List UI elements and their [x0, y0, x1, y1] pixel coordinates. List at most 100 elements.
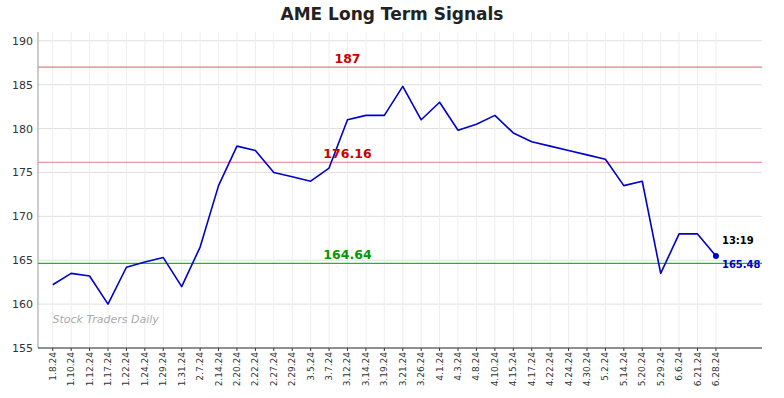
x-tick-label: 3.19.24: [379, 352, 389, 387]
x-tick: [273, 348, 274, 351]
title: AME Long Term Signals: [281, 4, 504, 24]
x-tick-label: 1.29.24: [158, 352, 168, 387]
x-grid-line: [568, 32, 569, 348]
y-grid-line: [38, 260, 762, 261]
x-grid-line: [181, 32, 182, 348]
x-tick: [642, 348, 643, 351]
x-grid-line: [660, 32, 661, 348]
x-grid-line: [89, 32, 90, 348]
y-tick-label: 160: [12, 298, 33, 311]
x-tick-label: 6.6.24: [674, 352, 684, 381]
chart: AME Long Term Signals1551601651701751801…: [0, 0, 784, 398]
x-tick-label: 3.21.24: [398, 352, 408, 387]
x-grid-line: [108, 32, 109, 348]
x-grid-line: [623, 32, 624, 348]
x-grid-line: [163, 32, 164, 348]
x-tick-label: 1.31.24: [177, 352, 187, 387]
x-grid-line: [513, 32, 514, 348]
x-tick-label: 2.7.24: [195, 352, 205, 381]
signal-line: [38, 162, 762, 163]
x-tick-label: 4.30.24: [582, 352, 592, 387]
x-grid-line: [236, 32, 237, 348]
x-tick-label: 1.8.24: [48, 352, 58, 381]
x-tick-label: 1.22.24: [121, 352, 131, 387]
x-tick: [310, 348, 311, 351]
x-tick: [292, 348, 293, 351]
x-tick-label: 4.24.24: [564, 352, 574, 387]
x-tick: [660, 348, 661, 351]
y-grid-line: [38, 216, 762, 217]
x-tick-label: 4.15.24: [508, 352, 518, 387]
x-tick: [568, 348, 569, 351]
watermark: Stock Traders Daily: [52, 313, 159, 326]
x-tick-label: 4.1.24: [435, 352, 445, 381]
x-tick-label: 6.28.24: [711, 352, 721, 387]
x-tick: [439, 348, 440, 351]
x-tick-label: 3.5.24: [306, 352, 316, 381]
x-tick: [550, 348, 551, 351]
x-grid-line: [255, 32, 256, 348]
signal-label: 164.64: [323, 247, 372, 262]
x-grid-line: [586, 32, 587, 348]
x-tick-label: 2.14.24: [214, 352, 224, 387]
x-grid-line: [144, 32, 145, 348]
y-grid-line: [38, 172, 762, 173]
x-grid-line: [605, 32, 606, 348]
x-grid-line: [273, 32, 274, 348]
x-tick-label: 3.14.24: [361, 352, 371, 387]
x-tick: [402, 348, 403, 351]
x-grid-line: [550, 32, 551, 348]
y-tick-label: 175: [12, 166, 33, 179]
x-grid-line: [494, 32, 495, 348]
x-grid-line: [71, 32, 72, 348]
x-grid-line: [347, 32, 348, 348]
x-tick: [513, 348, 514, 351]
x-tick-label: 5.14.24: [619, 352, 629, 387]
x-grid-line: [384, 32, 385, 348]
x-grid-line: [329, 32, 330, 348]
x-tick: [144, 348, 145, 351]
x-tick-label: 4.10.24: [490, 352, 500, 387]
y-tick-label: 165: [12, 254, 33, 267]
x-tick: [531, 348, 532, 351]
x-grid-line: [458, 32, 459, 348]
x-tick-label: 2.22.24: [250, 352, 260, 387]
x-tick-label: 4.3.24: [453, 352, 463, 381]
x-grid-line: [200, 32, 201, 348]
x-tick-label: 2.27.24: [269, 352, 279, 387]
x-tick: [715, 348, 716, 351]
signal-line: [38, 263, 762, 264]
grid: [38, 32, 762, 348]
x-grid-line: [715, 32, 716, 348]
x-grid-line: [402, 32, 403, 348]
x-grid-line: [679, 32, 680, 348]
x-tick: [586, 348, 587, 351]
y-grid-line: [38, 304, 762, 305]
x-tick: [329, 348, 330, 351]
x-tick: [181, 348, 182, 351]
x-tick: [200, 348, 201, 351]
x-grid-line: [697, 32, 698, 348]
x-tick-label: 4.17.24: [527, 352, 537, 387]
x-tick-label: 1.10.24: [66, 352, 76, 387]
x-tick-label: 4.8.24: [471, 352, 481, 381]
x-tick: [679, 348, 680, 351]
plot-area: [38, 67, 762, 304]
y-grid-line: [38, 348, 762, 349]
x-tick: [365, 348, 366, 351]
x-tick: [218, 348, 219, 351]
x-grid-line: [476, 32, 477, 348]
x-tick-label: 3.7.24: [324, 352, 334, 381]
x-tick: [697, 348, 698, 351]
x-tick: [126, 348, 127, 351]
x-grid-line: [439, 32, 440, 348]
x-tick: [494, 348, 495, 351]
x-tick-label: 5.29.24: [656, 352, 666, 387]
x-grid-line: [310, 32, 311, 348]
x-tick-label: 1.24.24: [140, 352, 150, 387]
x-tick: [476, 348, 477, 351]
x-tick-label: 1.12.24: [85, 352, 95, 387]
x-tick: [108, 348, 109, 351]
value-label: 165.48: [722, 259, 761, 270]
x-tick: [71, 348, 72, 351]
